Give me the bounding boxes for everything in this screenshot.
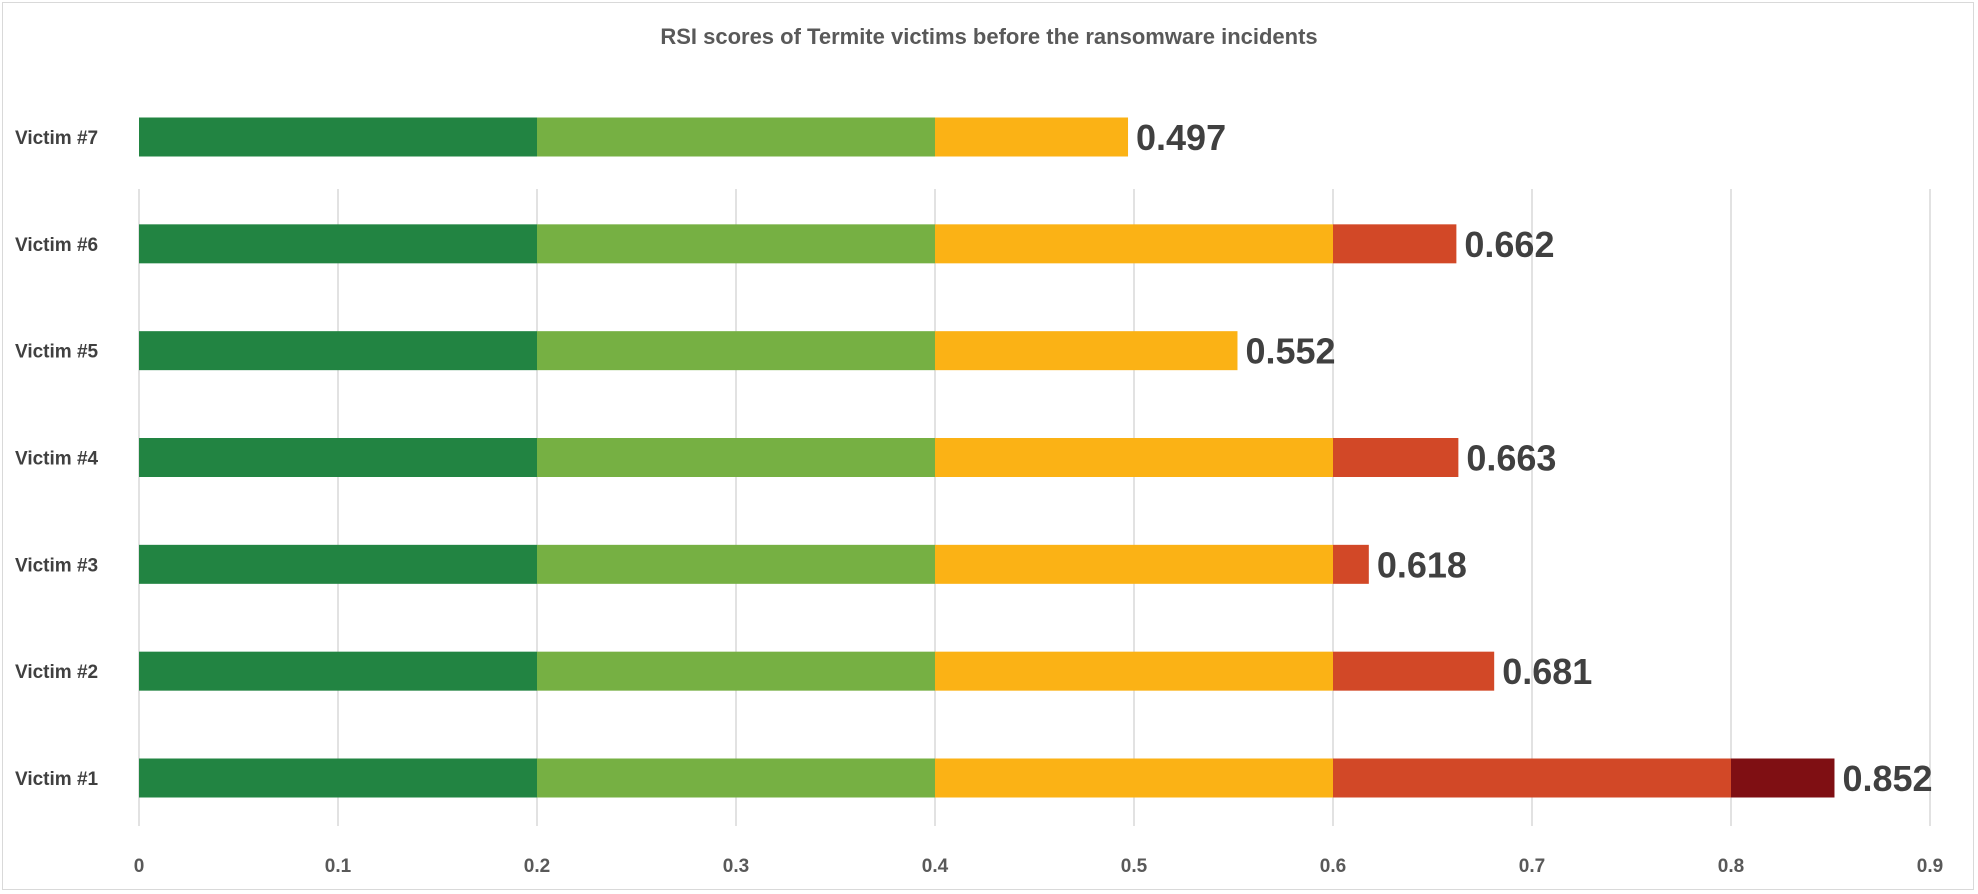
x-tick-label: 0.3	[723, 856, 749, 877]
bar-segment	[537, 224, 935, 264]
bar-segment	[537, 331, 935, 371]
x-tick-label: 0.8	[1718, 856, 1744, 877]
category-label: Victim #5	[15, 342, 99, 363]
bar-segment	[1333, 544, 1369, 584]
data-label: 0.662	[1464, 224, 1554, 265]
bar-segment	[537, 651, 935, 691]
bar-segment	[139, 651, 537, 691]
category-label: Victim #1	[15, 769, 99, 790]
chart-title: RSI scores of Termite victims before the…	[660, 24, 1318, 49]
data-label: 0.663	[1466, 438, 1556, 479]
category-label: Victim #2	[15, 662, 98, 683]
data-label: 0.497	[1136, 117, 1226, 158]
x-tick-label: 0.2	[524, 856, 550, 877]
data-label: 0.618	[1377, 544, 1467, 585]
x-tick-label: 0.9	[1917, 856, 1943, 877]
bar-segment	[935, 224, 1333, 264]
bar-segment	[537, 438, 935, 477]
category-label: Victim #4	[15, 449, 99, 470]
x-tick-label: 0.5	[1121, 856, 1148, 877]
bar-segment	[1333, 758, 1731, 798]
bar-segment	[935, 438, 1333, 477]
bar-segment	[1333, 224, 1457, 264]
bar-segment	[935, 651, 1333, 691]
data-label: 0.552	[1245, 331, 1335, 372]
bar-segment	[139, 544, 537, 584]
x-tick-label: 0.1	[325, 856, 352, 877]
bar-segment	[1333, 651, 1495, 691]
x-tick-label: 0	[134, 856, 145, 877]
bar-segment	[139, 117, 537, 157]
bar-segment	[537, 544, 935, 584]
data-label: 0.852	[1842, 758, 1932, 799]
bar-segment	[139, 438, 537, 477]
bar-segment	[139, 331, 537, 371]
x-tick-label: 0.4	[922, 856, 949, 877]
bar-segment	[1333, 438, 1459, 477]
bar-segment	[537, 758, 935, 798]
bar-segment	[935, 544, 1333, 584]
bar-segment	[139, 224, 537, 264]
category-label: Victim #6	[15, 235, 98, 256]
bar-segment	[139, 758, 537, 798]
x-tick-label: 0.6	[1320, 856, 1346, 877]
category-label: Victim #7	[15, 128, 98, 149]
category-label: Victim #3	[15, 555, 98, 576]
x-tick-label: 0.7	[1519, 856, 1545, 877]
bar-segment	[1731, 758, 1835, 798]
data-label: 0.681	[1502, 651, 1592, 692]
bar-segment	[935, 331, 1238, 371]
bar-segment	[935, 758, 1333, 798]
bar-segment	[935, 117, 1129, 157]
bar-segment	[537, 117, 935, 157]
